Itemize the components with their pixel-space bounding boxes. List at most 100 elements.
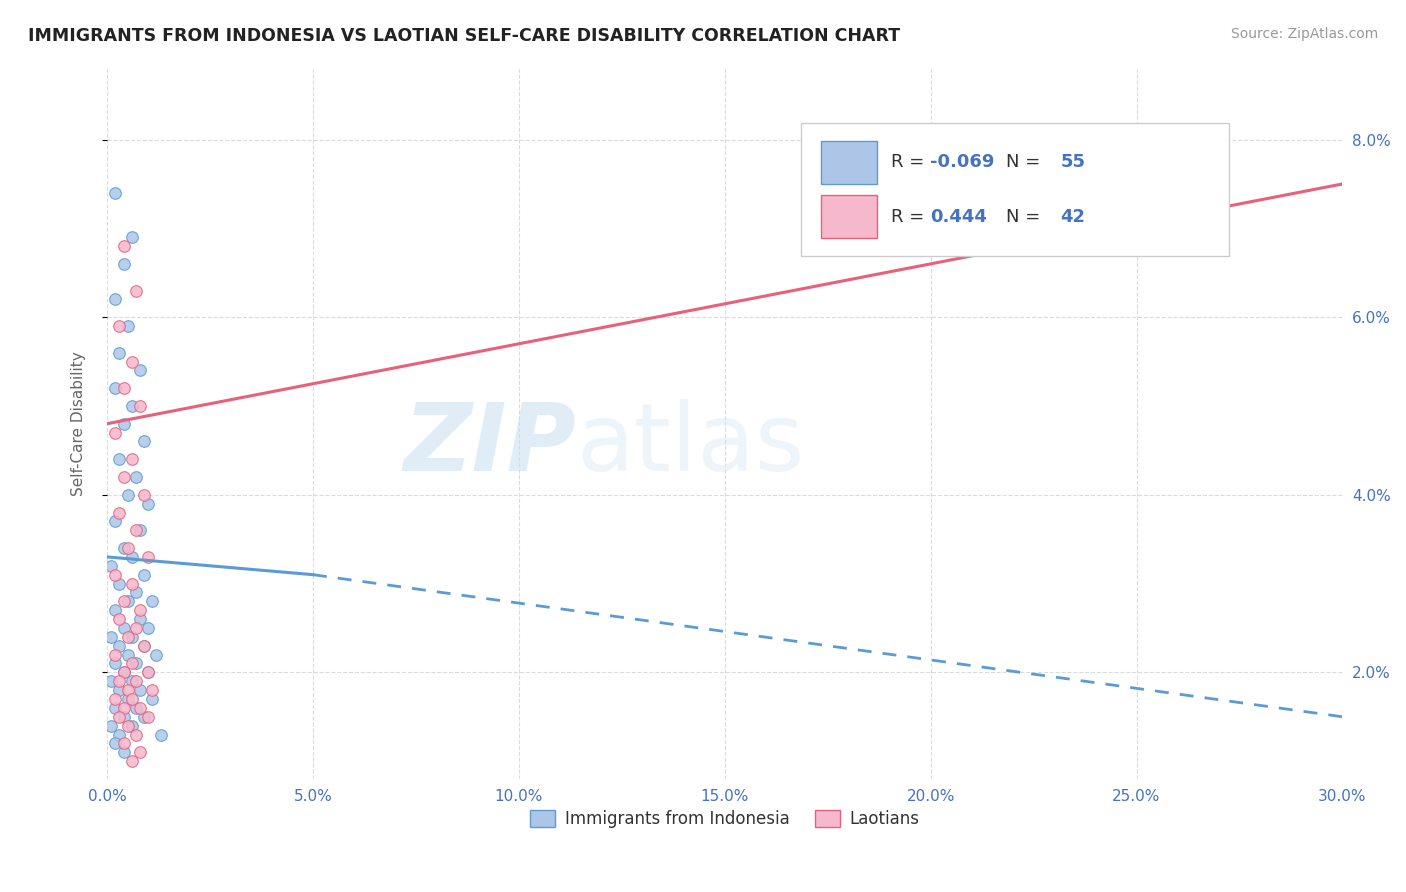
Point [104, 381, 127, 395]
Point [117, 594, 139, 608]
Point [108, 576, 131, 591]
Point [117, 692, 139, 706]
Point [134, 434, 156, 449]
Point [121, 718, 143, 732]
Text: 42: 42 [1060, 208, 1085, 226]
Point [100, 630, 122, 644]
Point [108, 674, 131, 689]
Point [112, 736, 135, 750]
Point [129, 399, 152, 413]
Point [117, 541, 139, 555]
Point [108, 612, 131, 626]
Point [136, 710, 159, 724]
Point [121, 354, 143, 368]
Point [108, 452, 131, 467]
Point [117, 488, 139, 502]
Point [134, 710, 156, 724]
Point [104, 603, 127, 617]
Point [125, 523, 148, 537]
Text: R =: R = [890, 208, 929, 226]
Text: 0.444: 0.444 [929, 208, 987, 226]
Point [121, 549, 143, 564]
Point [117, 648, 139, 662]
Point [129, 612, 152, 626]
Point [100, 558, 122, 573]
Point [112, 541, 135, 555]
Point [112, 621, 135, 635]
Y-axis label: Self-Care Disability: Self-Care Disability [72, 351, 86, 496]
Point [112, 701, 135, 715]
Point [141, 692, 163, 706]
Point [129, 363, 152, 377]
Point [108, 8, 131, 22]
Point [100, 674, 122, 689]
Point [125, 701, 148, 715]
Point [129, 745, 152, 759]
Point [125, 657, 148, 671]
Point [104, 692, 127, 706]
Point [134, 567, 156, 582]
Point [104, 657, 127, 671]
Point [121, 754, 143, 768]
Point [104, 425, 127, 440]
Point [129, 603, 152, 617]
Point [112, 745, 135, 759]
Point [121, 692, 143, 706]
Point [112, 665, 135, 680]
Point [108, 683, 131, 698]
Point [125, 585, 148, 599]
Point [112, 381, 135, 395]
Point [121, 674, 143, 689]
Point [125, 284, 148, 298]
Point [100, 718, 122, 732]
Point [129, 683, 152, 698]
Text: N =: N = [1007, 153, 1046, 171]
Point [112, 470, 135, 484]
Point [121, 657, 143, 671]
Text: -0.069: -0.069 [929, 153, 994, 171]
Legend: Immigrants from Indonesia, Laotians: Immigrants from Indonesia, Laotians [523, 803, 927, 835]
Text: ZIP: ZIP [404, 399, 576, 491]
Text: R =: R = [890, 153, 929, 171]
Point [104, 648, 127, 662]
Point [112, 594, 135, 608]
Point [112, 417, 135, 431]
Point [108, 727, 131, 741]
Point [145, 648, 167, 662]
Point [112, 710, 135, 724]
Point [117, 683, 139, 698]
Point [112, 257, 135, 271]
Text: atlas: atlas [576, 399, 804, 491]
Point [108, 639, 131, 653]
Text: N =: N = [1007, 208, 1046, 226]
Point [129, 523, 152, 537]
Point [136, 621, 159, 635]
Point [108, 710, 131, 724]
Point [104, 736, 127, 750]
Point [104, 515, 127, 529]
Point [104, 701, 127, 715]
Text: Source: ZipAtlas.com: Source: ZipAtlas.com [1230, 27, 1378, 41]
Point [108, 345, 131, 359]
Point [125, 470, 148, 484]
Text: IMMIGRANTS FROM INDONESIA VS LAOTIAN SELF-CARE DISABILITY CORRELATION CHART: IMMIGRANTS FROM INDONESIA VS LAOTIAN SEL… [28, 27, 900, 45]
Point [125, 674, 148, 689]
Point [125, 621, 148, 635]
Point [117, 630, 139, 644]
Point [121, 230, 143, 244]
Point [104, 567, 127, 582]
Point [134, 639, 156, 653]
Point [112, 239, 135, 253]
Point [129, 701, 152, 715]
Point [108, 319, 131, 334]
Point [125, 727, 148, 741]
Point [104, 293, 127, 307]
Point [121, 399, 143, 413]
Point [121, 576, 143, 591]
Point [136, 665, 159, 680]
Point [134, 488, 156, 502]
Point [141, 683, 163, 698]
Point [149, 727, 172, 741]
Point [112, 665, 135, 680]
Point [121, 630, 143, 644]
